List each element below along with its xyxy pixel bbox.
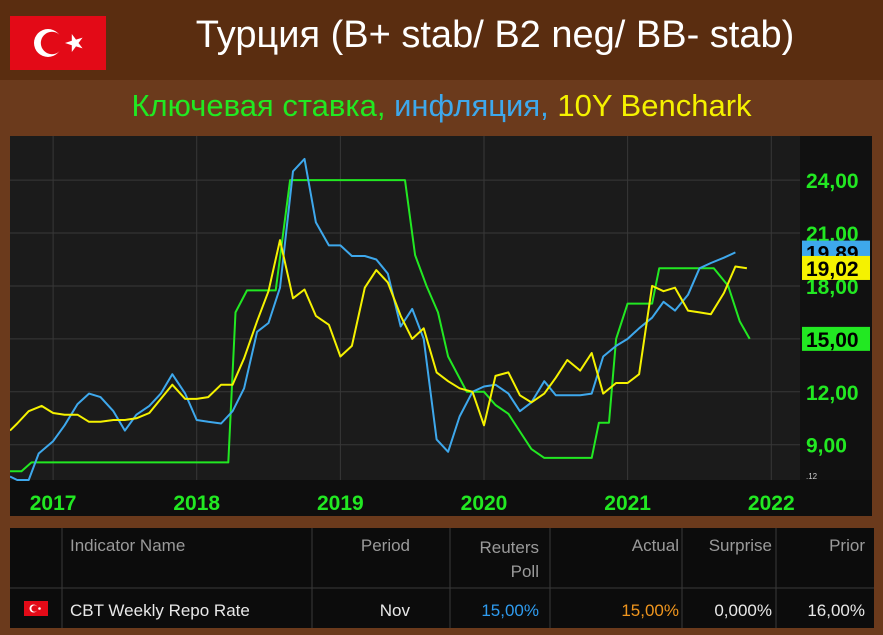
x-tick-label: 2021 [604,492,651,515]
header-period[interactable]: Period [360,536,410,555]
y-tick-label: 9,00 [806,435,847,458]
x-tick-label: 2022 [748,492,795,515]
series-line-inflation [10,157,736,481]
turkey-flag-icon [10,16,106,70]
header-actual[interactable]: Actual [631,536,679,555]
header-reuters-poll[interactable]: Reuters Poll [479,538,539,581]
y-tick-label: 24,00 [806,170,859,193]
corner-label: .12 [806,472,818,481]
x-axis-area [10,480,872,516]
header-indicator[interactable]: Indicator Name [70,536,186,555]
subtitle-bond: 10Y Benchark [557,88,752,123]
y-tick-label: 18,00 [806,276,859,299]
end-label-badge-policy_rate [802,326,870,351]
end-label-badge-bond_10y [802,255,870,280]
end-label-bond_10y: 19,02 [806,258,859,281]
subtitle-policy-rate: Ключевая ставка, [131,88,395,123]
surprise-value: 0,000% [714,601,772,620]
period-value: Nov [379,601,410,620]
x-tick-label: 2017 [30,492,77,515]
x-tick-label: 2020 [461,492,508,515]
reuters-poll-value: 15,00% [481,601,539,620]
x-tick-label: 2018 [173,492,220,515]
end-label-policy_rate: 15,00 [806,329,859,352]
header-bar [0,0,883,80]
line-chart: 9,00 12,00 15,00 18,00 21,00 24,00 2017 2018 201… [10,136,872,516]
turkey-flag-small-icon [24,601,48,616]
series-line-bond_10y [10,239,748,432]
indicator-name: CBT Weekly Repo Rate [70,601,250,620]
x-tick-label: 2019 [317,492,364,515]
header-prior[interactable]: Prior [829,536,865,555]
subtitle-inflation: инфляция, [394,88,558,123]
plot-area [10,136,800,480]
prior-value: 16,00% [807,601,865,620]
table-grid [10,528,874,628]
header-surprise[interactable]: Surprise [708,536,772,555]
indicator-table: Indicator Name Period Reuters Poll Actua… [10,528,874,628]
actual-value: 15,00% [621,601,679,620]
y-axis-area [800,136,872,480]
y-tick-label: 12,00 [806,382,859,405]
y-tick-label: 21,00 [806,223,859,246]
page-title: Турция (B+ stab/ B2 neg/ BB- stab) [195,14,795,56]
series-line-policy_rate [10,179,751,473]
chart-subtitle: Ключевая ставка, инфляция, 10Y Benchark [0,88,883,124]
